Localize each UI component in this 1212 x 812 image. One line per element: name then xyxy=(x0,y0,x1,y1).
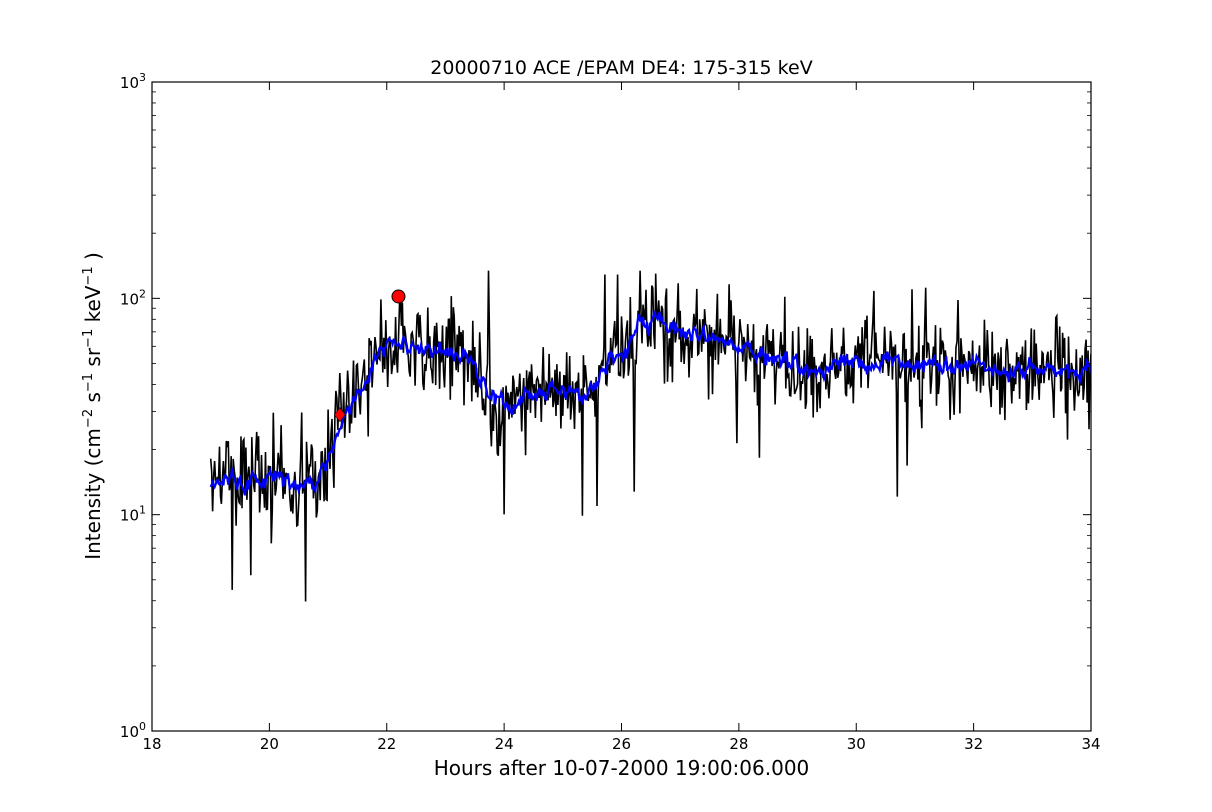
y-label-s-exponent: −1 xyxy=(81,373,96,392)
x-tick-label: 18 xyxy=(142,735,161,753)
y-axis-label: Intensity (cm−2 s−1 sr−1 keV−1 ) xyxy=(81,252,105,560)
x-tick-label: 30 xyxy=(847,735,866,753)
x-tick-labels: 18 20 22 24 26 28 30 32 34 xyxy=(142,735,1100,753)
y-tick-labels: 100 101 102 103 xyxy=(120,71,146,741)
y-label-kev-exponent: −1 xyxy=(81,266,96,285)
y-label-suffix: ) xyxy=(81,252,105,266)
y-tick-label: 101 xyxy=(120,504,146,525)
y-label-sr-exponent: −1 xyxy=(81,329,96,348)
x-tick-label: 32 xyxy=(964,735,983,753)
x-tick-label: 26 xyxy=(612,735,631,753)
plot-frame xyxy=(151,81,1092,732)
y-tick-label: 102 xyxy=(120,287,146,308)
x-tick-label: 28 xyxy=(729,735,748,753)
onset-diamond-marker xyxy=(333,407,346,423)
y-tick-label: 103 xyxy=(120,71,146,92)
y-label-prefix: Intensity (cm xyxy=(81,428,105,560)
x-axis-label: Hours after 10-07-2000 19:00:06.000 xyxy=(434,756,810,780)
plot-area-background xyxy=(152,82,1091,731)
y-tick-label: 100 xyxy=(120,720,146,741)
peak-circle-marker xyxy=(391,289,406,304)
x-tick-label: 20 xyxy=(260,735,279,753)
chart-title: 20000710 ACE /EPAM DE4: 175-315 keV xyxy=(430,57,812,79)
y-label-cm-exponent: −2 xyxy=(81,409,96,428)
x-tick-label: 34 xyxy=(1081,735,1100,753)
y-label-s: s xyxy=(81,392,105,409)
y-label-kev: keV xyxy=(81,285,105,329)
smoothed-intensity-line xyxy=(209,310,1091,496)
y-label-sr: sr xyxy=(81,347,105,373)
series-layer xyxy=(209,270,1091,602)
x-tick-label: 22 xyxy=(377,735,396,753)
x-tick-label: 24 xyxy=(495,735,514,753)
